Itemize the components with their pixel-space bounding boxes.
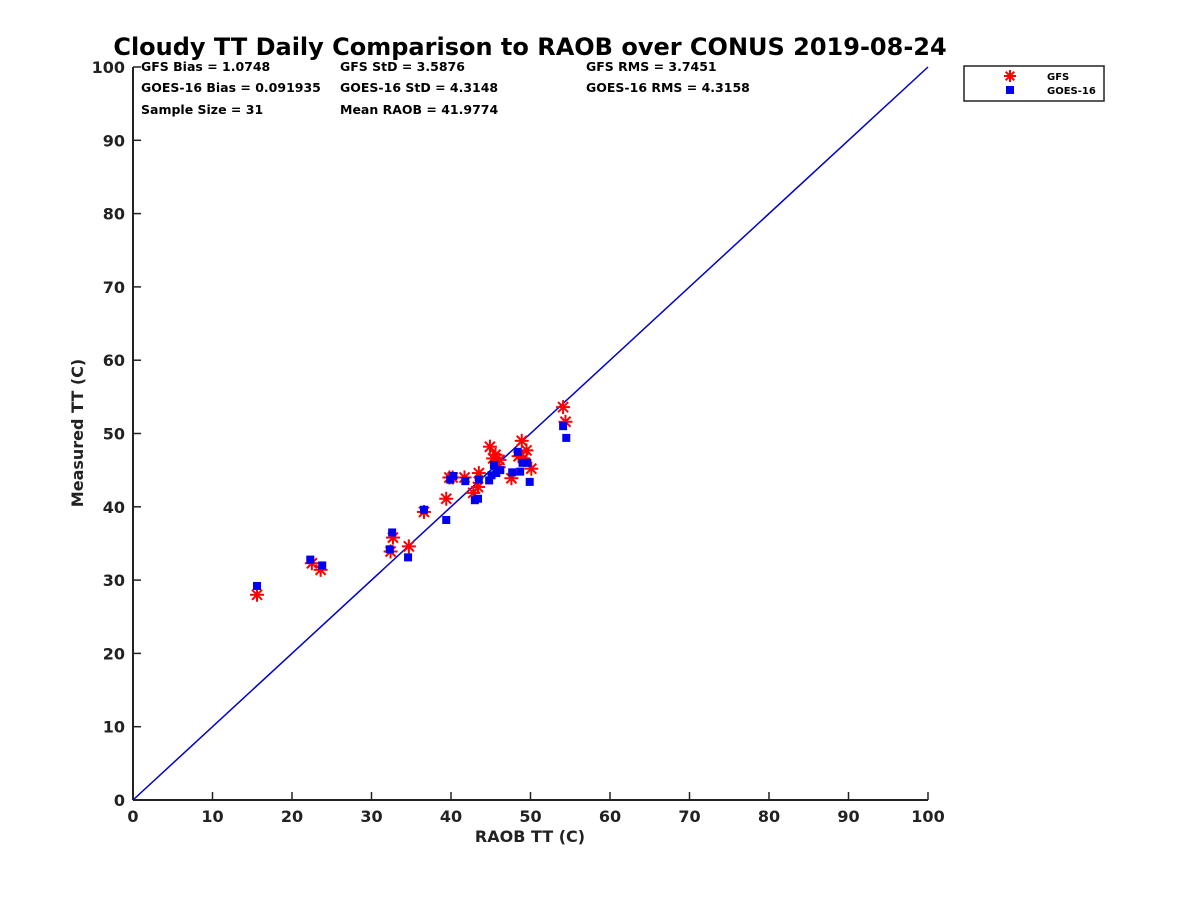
legend-marker [1004,70,1016,82]
data-points [250,400,573,602]
stat-text: Sample Size = 31 [141,102,263,117]
data-point [385,545,394,554]
x-tick-label: 70 [678,807,700,826]
data-point [449,472,458,481]
data-point [388,528,397,537]
data-point [516,467,525,476]
data-point [514,433,529,448]
data-point [306,555,315,564]
y-tick-label: 40 [103,498,125,517]
data-point [485,476,494,485]
x-tick-label: 80 [758,807,780,826]
legend-marker [1006,86,1014,94]
x-tick-label: 0 [127,807,138,826]
data-point [496,466,505,475]
one-to-one-reference-line [132,66,929,801]
x-tick-label: 10 [201,807,223,826]
data-point [439,491,454,506]
data-point [487,471,496,480]
y-tick-label: 50 [103,425,125,444]
y-tick-label: 70 [103,278,125,297]
y-tick-label: 100 [92,58,125,77]
chart-legend: GFS GOES-16 [963,65,1105,102]
data-point [461,477,470,486]
data-point [401,539,416,554]
data-point [523,458,532,467]
data-point [474,475,483,484]
x-tick-label: 30 [360,807,382,826]
data-point [442,515,451,524]
stat-text: GFS RMS = 3.7451 [586,59,717,74]
stat-text: Mean RAOB = 41.9774 [340,102,498,117]
chart-title: Cloudy TT Daily Comparison to RAOB over … [113,33,946,61]
legend-box [963,65,1105,102]
statistics-annotations: GFS Bias = 1.0748 GFS StD = 3.5876 GFS RMS… [141,59,750,117]
stat-text: GOES-16 StD = 4.3148 [340,80,498,95]
x-tick-label: 20 [281,807,303,826]
data-point [562,433,571,442]
data-point [482,439,497,454]
y-tick-label: 20 [103,644,125,663]
x-axis-label: RAOB TT (C) [475,827,585,846]
data-point [556,400,571,415]
data-point [519,443,534,458]
data-point [513,447,522,456]
data-point [489,461,498,470]
x-tick-label: 100 [911,807,944,826]
data-point [250,587,265,602]
y-tick-label: 0 [114,791,125,810]
series-goes-16 [253,422,571,590]
data-point [559,422,568,431]
x-tick-label: 60 [599,807,621,826]
y-axis-label: Measured TT (C) [68,359,87,507]
data-point [518,458,527,467]
stat-text: GOES-16 Bias = 0.091935 [141,80,321,95]
y-tick-label: 10 [103,718,125,737]
y-tick-label: 90 [103,131,125,150]
legend-label: GFS [1047,72,1069,83]
y-tick-label: 30 [103,571,125,590]
data-point [508,468,517,477]
data-point [253,581,262,590]
x-tick-label: 90 [837,807,859,826]
stat-text: GFS Bias = 1.0748 [141,59,270,74]
data-point [318,561,327,570]
y-tick-label: 80 [103,205,125,224]
stat-text: GOES-16 RMS = 4.3158 [586,80,750,95]
stat-text: GFS StD = 3.5876 [340,59,465,74]
plot-axes: 0 10 20 30 40 50 60 70 80 90 100 0 10 20 30 40 50 60 70 80 9… [92,58,945,826]
legend-label: GOES-16 [1047,86,1096,97]
data-point [474,494,483,503]
y-tick-label: 60 [103,351,125,370]
data-point [525,477,534,486]
data-point [404,553,413,562]
x-tick-label: 40 [440,807,462,826]
data-point [419,505,428,514]
x-tick-label: 50 [519,807,541,826]
series-gfs [250,400,573,602]
